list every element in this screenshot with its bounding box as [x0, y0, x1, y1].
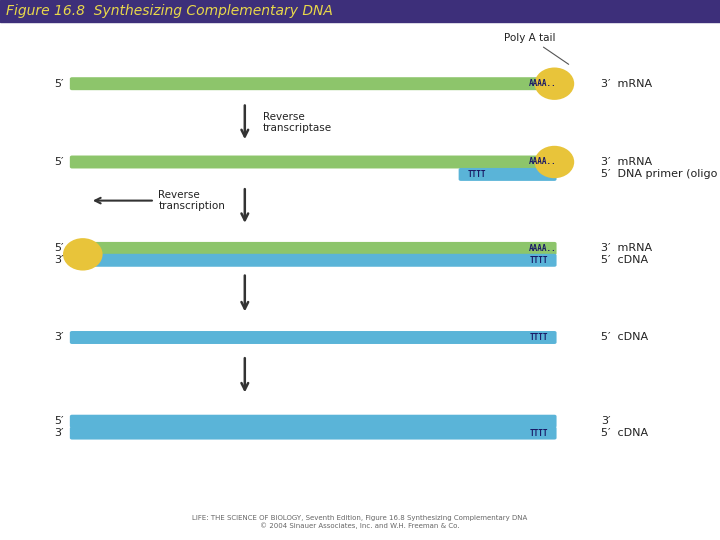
Bar [0, 0, 720, 22]
Text: 3′  mRNA: 3′ mRNA [601, 79, 652, 89]
FancyBboxPatch shape [70, 156, 557, 168]
Text: TTTT: TTTT [529, 333, 548, 342]
FancyBboxPatch shape [70, 254, 557, 267]
Text: AAAA..: AAAA.. [529, 244, 557, 253]
Text: AAAA..: AAAA.. [529, 79, 557, 88]
Text: 5′  cDNA: 5′ cDNA [601, 428, 648, 438]
Text: 3′  mRNA: 3′ mRNA [601, 244, 652, 253]
FancyBboxPatch shape [70, 415, 557, 428]
Text: Poly A tail: Poly A tail [504, 33, 569, 64]
Text: 3′: 3′ [54, 333, 63, 342]
Ellipse shape [63, 238, 103, 271]
FancyBboxPatch shape [70, 77, 557, 90]
Text: 5′  DNA primer (oligo dT): 5′ DNA primer (oligo dT) [601, 170, 720, 179]
Text: Reverse
transcriptase: Reverse transcriptase [263, 111, 332, 133]
Text: 5′: 5′ [54, 244, 63, 253]
Text: 5′  cDNA: 5′ cDNA [601, 255, 648, 265]
Text: 3′: 3′ [601, 416, 611, 426]
FancyBboxPatch shape [70, 331, 557, 344]
Text: TTTT: TTTT [529, 256, 548, 265]
Text: 5′  cDNA: 5′ cDNA [601, 333, 648, 342]
Text: 3′  mRNA: 3′ mRNA [601, 157, 652, 167]
Text: 3′: 3′ [54, 428, 63, 438]
Text: Figure 16.8  Synthesizing Complementary DNA: Figure 16.8 Synthesizing Complementary D… [6, 4, 333, 18]
Text: AAAA..: AAAA.. [529, 158, 557, 166]
FancyBboxPatch shape [70, 242, 557, 255]
Text: LIFE: THE SCIENCE OF BIOLOGY, Seventh Edition, Figure 16.8 Synthesizing Compleme: LIFE: THE SCIENCE OF BIOLOGY, Seventh Ed… [192, 515, 528, 529]
Text: TTTT: TTTT [529, 429, 548, 437]
Text: Reverse
transcription: Reverse transcription [158, 190, 225, 211]
Text: 3′: 3′ [54, 255, 63, 265]
Text: 5′: 5′ [54, 157, 63, 167]
Ellipse shape [534, 146, 575, 178]
Text: TTTT: TTTT [468, 170, 487, 179]
Text: 5′: 5′ [54, 79, 63, 89]
FancyBboxPatch shape [70, 427, 557, 440]
Text: 5′: 5′ [54, 416, 63, 426]
FancyBboxPatch shape [459, 168, 557, 181]
Ellipse shape [534, 68, 575, 100]
